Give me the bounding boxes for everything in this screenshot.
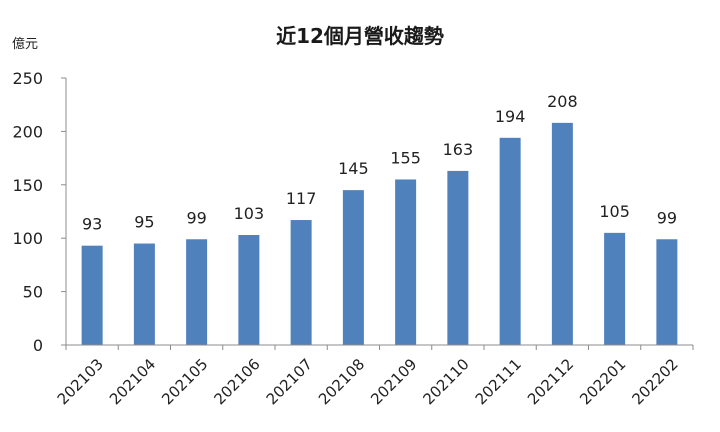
bar-202202 [656,239,678,345]
data-label: 117 [286,189,317,208]
x-tick-label: 202103 [54,355,107,408]
x-tick-label: 202106 [210,355,263,408]
x-tick-label: 202202 [628,355,681,408]
bar-202108 [342,190,364,345]
x-axis: 202103 202104 202105 202106 202107 202108 2021… [54,355,682,408]
y-tick-label: 250 [12,69,43,88]
y-axis-unit: 億元 [12,36,38,52]
bar-202105 [186,239,208,345]
bar-202107 [290,220,312,345]
data-label: 208 [547,92,578,111]
data-label: 145 [338,159,369,178]
x-tick-label: 202109 [367,355,420,408]
data-label: 163 [443,140,474,159]
bar-202104 [133,243,155,345]
x-tick-label: 202110 [419,355,472,408]
y-tick-label: 150 [12,176,43,195]
data-label: 155 [390,148,421,167]
data-label: 95 [134,213,154,232]
data-label: 103 [234,204,265,223]
x-tick-label: 202105 [158,355,211,408]
x-tick-label: 202104 [106,355,159,408]
y-tick-label: 50 [23,283,43,302]
bar-202106 [238,234,260,345]
axes [65,78,694,350]
data-label: 194 [495,107,526,126]
chart-title: 近12個月營收趨勢 [276,24,444,48]
y-tick-label: 100 [12,229,43,248]
bar-202109 [395,179,417,345]
data-label: 99 [186,208,206,227]
bars [81,122,678,345]
x-tick-label: 202107 [263,355,316,408]
y-axis: 0 50 100 150 200 250 [12,69,66,355]
bar-202103 [81,245,103,345]
x-tick-label: 202111 [472,355,525,408]
data-label: 105 [599,202,630,221]
bar-202112 [551,122,573,345]
data-label: 99 [657,208,677,227]
data-labels: 93 95 99 103 117 145 155 163 194 208 105 99 [82,92,677,234]
x-tick-label: 202112 [524,355,577,408]
y-tick-label: 200 [12,122,43,141]
bar-202110 [447,170,469,345]
bar-202201 [604,232,626,345]
x-tick-label: 202108 [315,355,368,408]
x-tick-label: 202201 [576,355,629,408]
y-tick-label: 0 [33,336,43,355]
bar-202111 [499,137,521,345]
data-label: 93 [82,215,102,234]
